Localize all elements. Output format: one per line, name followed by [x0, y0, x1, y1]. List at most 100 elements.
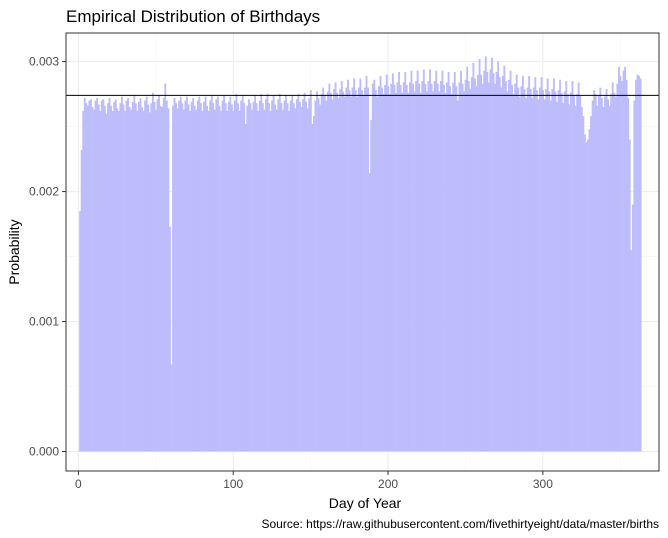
bar — [170, 364, 173, 452]
bar — [278, 94, 281, 452]
bar — [396, 82, 399, 452]
bar — [203, 101, 205, 452]
bar — [504, 81, 507, 452]
bar — [625, 79, 628, 452]
bar — [599, 87, 602, 452]
bar — [395, 92, 397, 452]
bar — [233, 100, 236, 452]
bar — [537, 99, 540, 452]
bar — [306, 108, 309, 452]
bar — [280, 103, 283, 452]
bar — [168, 226, 171, 452]
y-tick-label: 0.003 — [29, 55, 59, 69]
bar — [605, 88, 608, 452]
bar — [391, 73, 394, 452]
bar — [486, 71, 489, 452]
bar — [226, 110, 229, 452]
bar — [576, 94, 579, 452]
bar — [305, 101, 308, 452]
bar — [604, 96, 606, 452]
bar — [133, 95, 136, 452]
bar — [184, 100, 187, 452]
bar — [388, 94, 391, 452]
bar — [439, 81, 442, 452]
bar — [100, 100, 103, 452]
bar — [252, 101, 255, 452]
bar — [224, 103, 227, 452]
bar — [398, 71, 401, 452]
bar — [80, 149, 83, 452]
bar — [198, 96, 201, 452]
bar — [192, 97, 195, 452]
bar — [185, 96, 188, 452]
bar — [427, 81, 430, 452]
bar — [120, 96, 123, 452]
bar — [419, 92, 422, 452]
bar — [498, 77, 501, 452]
bar — [138, 101, 140, 452]
bar — [261, 103, 264, 452]
bar — [317, 97, 320, 452]
bar — [416, 70, 419, 452]
y-axis-title: Probability — [6, 219, 22, 284]
bar — [159, 105, 162, 452]
bar — [175, 103, 178, 452]
bar — [566, 94, 569, 452]
bar — [107, 103, 109, 452]
bar — [425, 91, 428, 452]
bar — [452, 82, 455, 452]
bar — [610, 94, 613, 452]
bar — [110, 105, 113, 452]
bar — [173, 97, 176, 452]
bar — [639, 78, 642, 452]
bar — [597, 95, 600, 452]
bar — [433, 81, 436, 452]
bar — [551, 88, 554, 452]
bar — [568, 104, 571, 452]
bar — [460, 70, 462, 452]
bar — [611, 82, 614, 452]
bar — [240, 100, 243, 452]
bar — [88, 100, 91, 452]
bar — [343, 96, 346, 452]
bar — [429, 69, 431, 452]
bar — [291, 95, 294, 452]
bar — [539, 87, 541, 452]
bar — [294, 108, 297, 452]
bar — [195, 109, 198, 452]
bar — [207, 110, 210, 452]
bar — [525, 97, 527, 452]
bar — [613, 92, 616, 452]
bar — [415, 81, 418, 452]
plot-panel — [65, 32, 660, 472]
bar — [446, 82, 449, 452]
bar — [227, 101, 230, 452]
bar — [176, 108, 179, 452]
bar — [594, 94, 597, 452]
bar — [477, 74, 479, 452]
panel-border — [65, 32, 660, 472]
bar — [122, 104, 125, 452]
x-tick-label: 300 — [533, 477, 553, 491]
bar — [322, 87, 325, 452]
bar — [381, 87, 383, 452]
bar — [139, 97, 142, 452]
bar — [574, 105, 577, 452]
bar — [97, 104, 100, 452]
bar — [628, 139, 631, 452]
bar — [554, 91, 557, 452]
bar — [339, 88, 342, 452]
bar — [113, 101, 116, 452]
bar — [251, 109, 253, 452]
bar — [134, 103, 137, 452]
bar — [85, 103, 88, 452]
bar — [347, 79, 349, 452]
bar — [297, 94, 300, 452]
bar — [285, 95, 287, 452]
bar — [633, 100, 636, 452]
bar — [528, 75, 531, 452]
bar — [90, 99, 92, 452]
bar — [331, 99, 334, 452]
bar — [82, 110, 85, 452]
bar — [337, 97, 340, 452]
